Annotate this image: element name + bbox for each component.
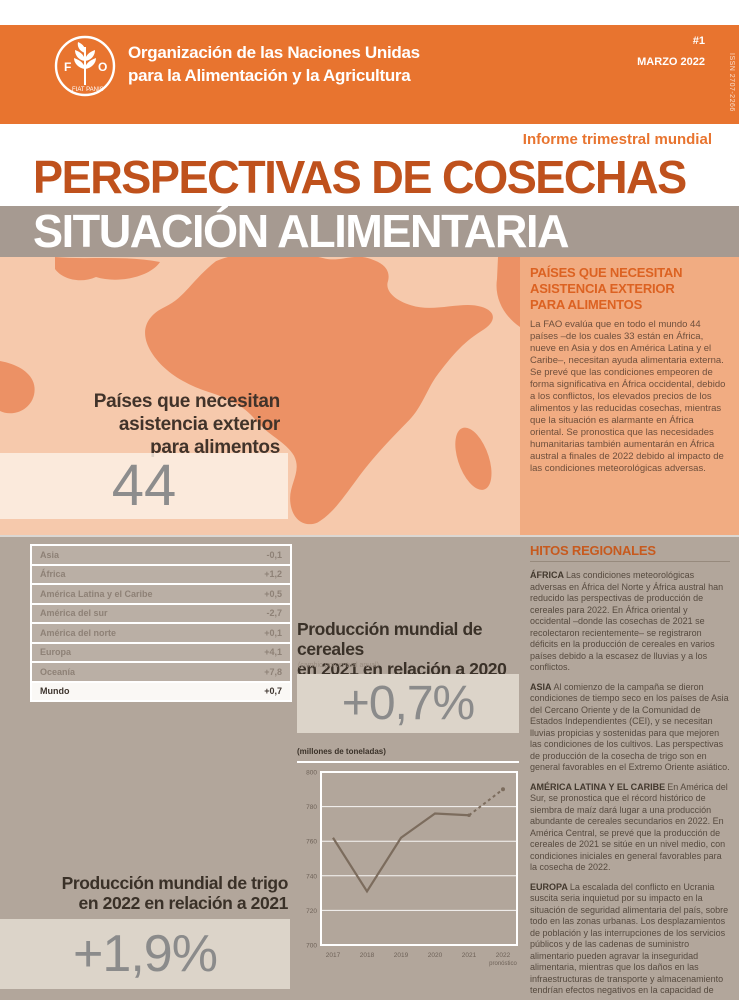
table-row: Asia -0,1: [32, 546, 290, 566]
table-row-world: Mundo +0,7: [32, 682, 290, 700]
assistance-panel-body: La FAO evalúa que en todo el mundo 44 pa…: [530, 319, 726, 474]
svg-text:FIAT PANIS: FIAT PANIS: [72, 87, 104, 93]
highlight-europe: EUROPA La escalada del conflicto en Ucran…: [530, 881, 729, 999]
wheat-production-chart: 800 780 760 740 720 700 2017 2018 2019 2020 2021 20…: [293, 767, 525, 997]
page-title-line2: SITUACIÓN ALIMENTARIA: [33, 205, 570, 257]
issue-block: #1 MARZO 2022: [637, 31, 705, 73]
lower-section: Asia -0,1 África +1,2 América Latina y e…: [0, 535, 739, 1000]
svg-text:2020: 2020: [428, 952, 443, 959]
svg-text:780: 780: [306, 804, 317, 811]
wheat-stat-heading: Producción mundial de trigo en 2022 en r…: [61, 873, 289, 913]
issue-date: MARZO 2022: [637, 56, 705, 68]
svg-text:2021: 2021: [462, 952, 477, 959]
table-row: Europa +4,1: [32, 643, 290, 663]
table-row: África +1,2: [32, 565, 290, 585]
highlight-asia: ASIA Al comienzo de la campaña se dieron …: [530, 681, 730, 773]
issue-number: #1: [692, 35, 705, 47]
fao-banner: F O FIAT PANIS Organización de las Nacio…: [0, 25, 739, 124]
fao-logo-icon: F O FIAT PANIS: [54, 35, 116, 97]
issn-label: ISSN 2707-2266: [728, 53, 735, 112]
assistance-panel: PAÍSES QUE NECESITAN ASISTENCIA EXTERIOR…: [520, 257, 739, 535]
cereal-stat-value: +0,7%: [341, 677, 475, 730]
table-row: América Latina y el Caribe +0,5: [32, 585, 290, 605]
chart-title: (millones de toneladas): [297, 747, 386, 756]
assistance-panel-heading: PAÍSES QUE NECESITAN ASISTENCIA EXTERIOR…: [530, 265, 683, 312]
org-name-line1: Organización de las Naciones Unidas: [128, 43, 420, 62]
svg-text:2019: 2019: [394, 952, 409, 959]
cereal-stat-heading: Producción mundial de cereales en 2021 e…: [297, 619, 507, 679]
regional-highlights-panel: HITOS REGIONALES ÁFRICA Las condiciones m…: [530, 543, 730, 998]
svg-text:2022: 2022: [496, 952, 511, 959]
map-section: Países que necesitan asistencia exterior…: [0, 257, 739, 535]
report-kicker: Informe trimestral mundial: [522, 131, 712, 148]
wheat-stat-strip: +1,9%: [0, 919, 290, 989]
cereal-stat-note: (cambio porcentual anual): [298, 662, 379, 669]
svg-text:2018: 2018: [360, 952, 375, 959]
assistance-count-label: Países que necesitan asistencia exterior…: [93, 391, 281, 458]
org-name: Organización de las Naciones Unidas para…: [128, 41, 420, 87]
wheat-chart-svg: 800 780 760 740 720 700 2017 2018 2019 2020 2021 20…: [306, 770, 518, 967]
cereal-stat-strip: +0,7%: [297, 674, 519, 733]
chart-title-rule: [297, 761, 519, 763]
svg-text:800: 800: [306, 770, 317, 777]
africa-map-icon: [0, 257, 520, 525]
svg-text:700: 700: [306, 943, 317, 950]
table-row: Oceanía +7,8: [32, 663, 290, 683]
svg-text:O: O: [98, 60, 107, 74]
org-name-line2: para la Alimentación y la Agricultura: [128, 66, 411, 85]
svg-text:760: 760: [306, 839, 317, 846]
title-bar: SITUACIÓN ALIMENTARIA: [0, 206, 739, 257]
africa-map: [0, 257, 520, 535]
svg-text:2017: 2017: [326, 952, 341, 959]
svg-text:740: 740: [306, 873, 317, 880]
svg-text:F: F: [64, 60, 71, 74]
assistance-count-value: 44: [111, 453, 177, 518]
assistance-count-strip: 44: [0, 453, 288, 519]
regional-highlights-heading: HITOS REGIONALES: [530, 543, 730, 562]
highlight-latin-america: AMÉRICA LATINA Y EL CARIBE En América del…: [530, 781, 728, 873]
table-row: América del sur -2,7: [32, 604, 290, 624]
svg-text:720: 720: [306, 908, 317, 915]
regional-change-table: Asia -0,1 África +1,2 América Latina y e…: [30, 544, 292, 702]
table-row: América del norte +0,1: [32, 624, 290, 644]
wheat-stat-value: +1,9%: [73, 925, 218, 983]
highlight-africa: ÁFRICA Las condiciones meteorológicas adv…: [530, 570, 724, 672]
svg-text:pronóstico: pronóstico: [489, 961, 517, 967]
